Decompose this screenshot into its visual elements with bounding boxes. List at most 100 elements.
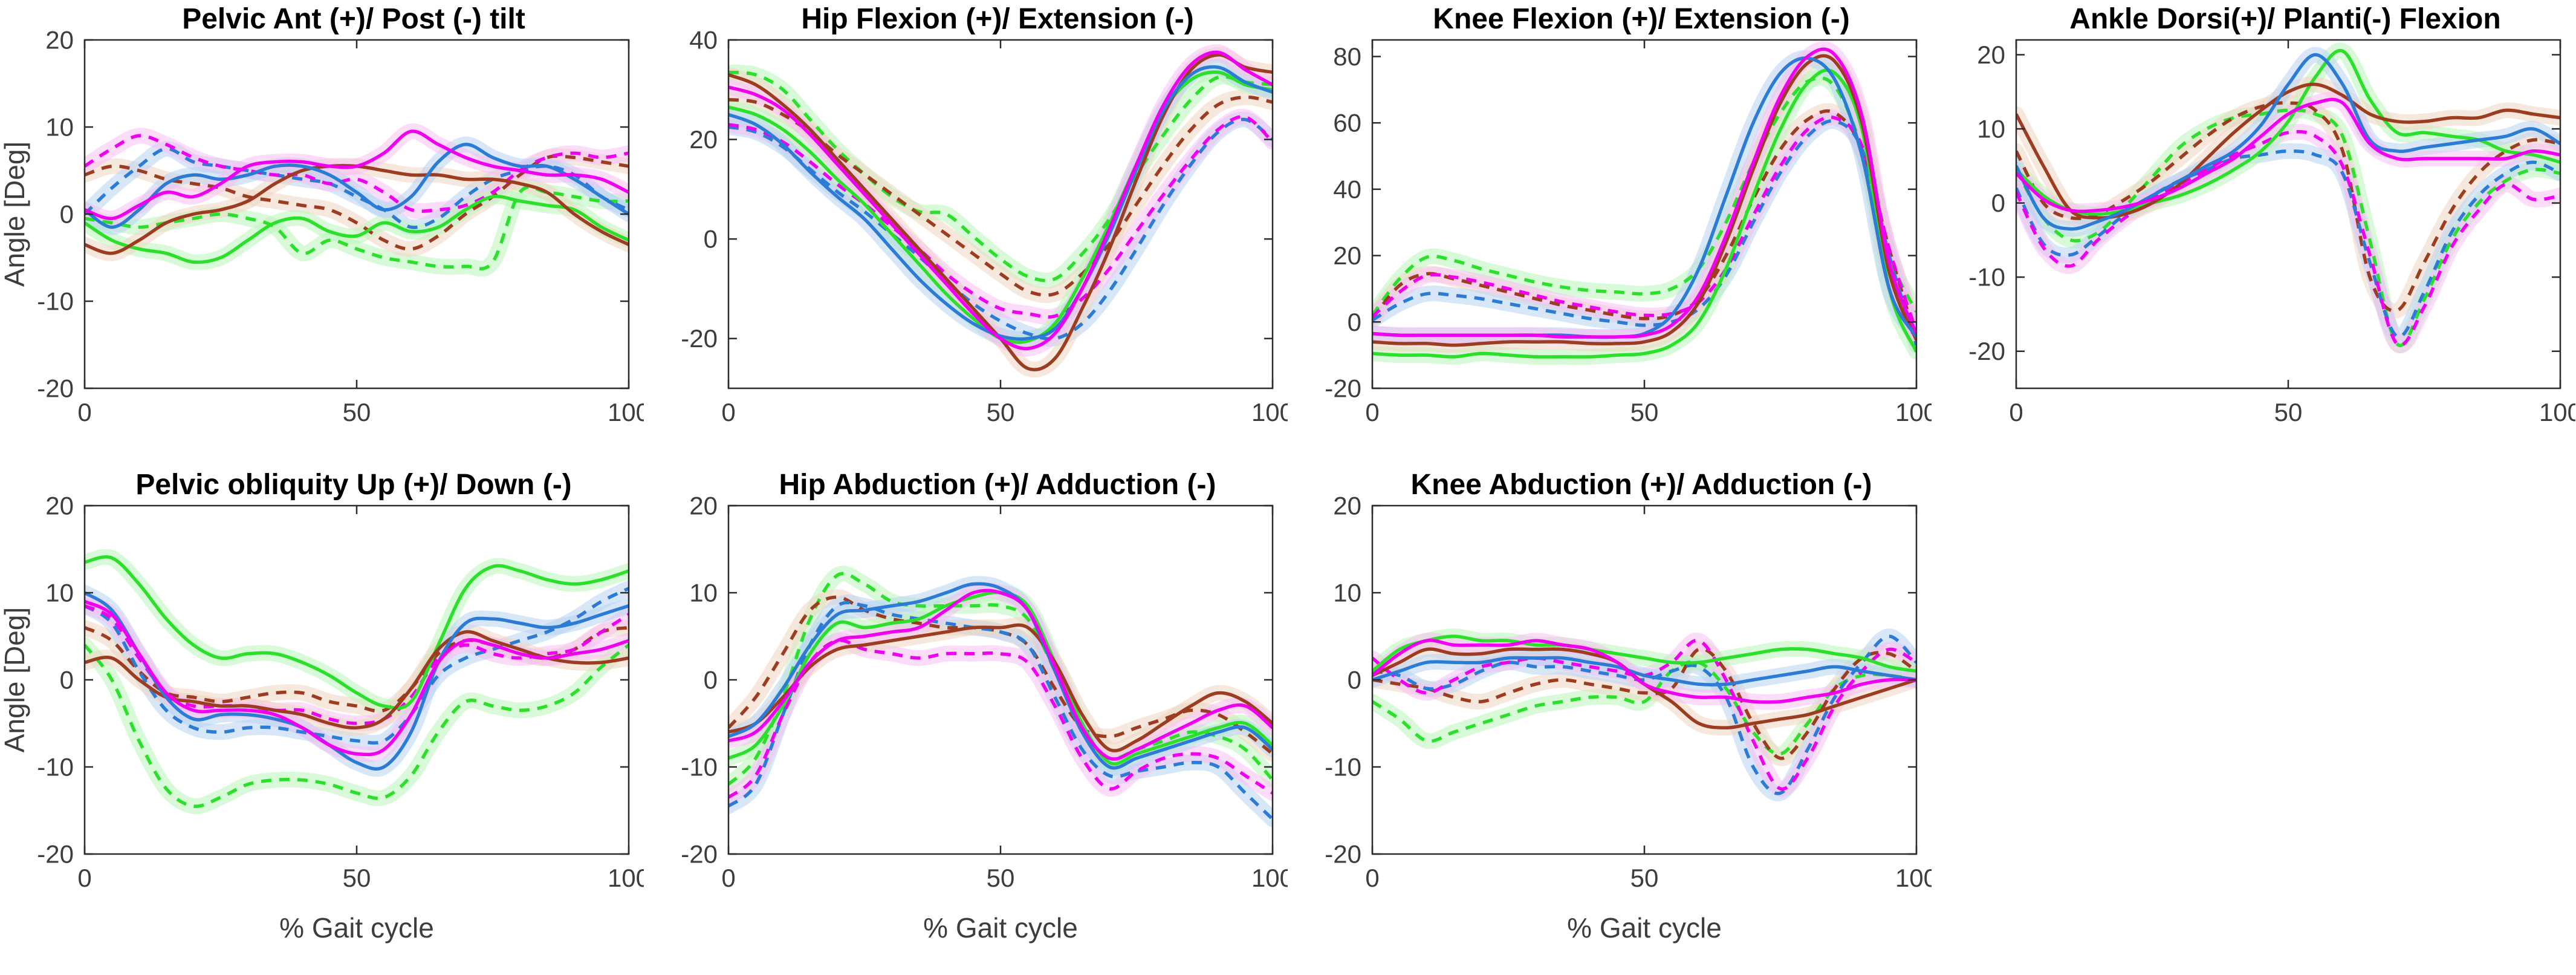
curve-brown-dashed [728,95,1273,297]
y-tick-label: 80 [1333,42,1361,71]
y-tick-label: 20 [1333,241,1361,270]
chart-pelvic-obliquity: Pelvic obliquity Up (+)/ Down (-) 0 50 100… [0,466,644,975]
x-axis-label: % Gait cycle [1567,912,1722,944]
x-tick-label: 0 [1365,864,1379,892]
curve-magenta-dashed [728,115,1273,319]
y-tick-label: 10 [45,579,74,607]
chart-hip-flexion: Hip Flexion (+)/ Extension (-) 0 50 100 -20… [644,0,1288,466]
chart-pelvic-tilt: Pelvic Ant (+)/ Post (-) tilt 0 50 100 -20-… [0,0,644,466]
x-tick-label: 100 [1251,864,1288,892]
plot-area: 0 50 100 -20 -10 0 10 20 % Gait cycle [681,492,1288,944]
plot-area: 0 50 100 -20 -10 0 10 20 [1968,39,2575,426]
x-tick-label: 100 [2539,398,2575,426]
curve-blue-solid [85,143,629,229]
curve-magenta-solid [728,589,1273,761]
curve-brown-solid [728,623,1273,752]
curve-magenta-solid [85,599,629,757]
curve-green-solid [2016,48,2560,216]
x-tick-label: 0 [721,398,735,426]
curve-magenta-solid [1372,639,1916,704]
curve-magenta-solid [2016,97,2560,214]
y-axis-label: Angle [Deg] [0,142,30,287]
x-axis-label: % Gait cycle [923,912,1078,944]
curve-magenta-dashed [728,638,1273,799]
sd-band-brown-dashed [1372,103,1916,348]
chart-title: Ankle Dorsi(+)/ Planti(-) Flexion [2069,3,2501,35]
y-tick-label: 10 [45,113,74,142]
y-tick-label: -10 [1968,263,2005,292]
curve-blue-dashed [2016,149,2560,339]
y-tick-label: -20 [1325,840,1361,869]
curve-green-solid [85,555,629,710]
y-tick-label: -10 [681,753,718,781]
y-tick-label: 20 [689,492,718,520]
chart-title: Hip Flexion (+)/ Extension (-) [801,3,1194,35]
curve-green-dashed [85,644,629,808]
y-tick-label: 20 [45,492,74,520]
x-tick-label: 0 [1365,398,1379,426]
y-tick-label: 0 [1348,666,1361,694]
y-tick-label: -10 [37,753,74,781]
y-tick-label: 0 [60,200,74,229]
y-tick-label: 0 [704,666,718,694]
curve-green-dashed [728,70,1273,282]
plot-area: 0 50 100 -20 -10 0 10 20 % Gait cycle [1325,492,1932,944]
y-tick-label: 60 [1333,109,1361,137]
y-tick-label: 0 [60,666,74,694]
x-tick-label: 100 [608,398,644,426]
y-tick-label: 40 [689,26,718,54]
curve-brown-dashed [1372,109,1916,341]
y-tick-label: 10 [1333,579,1361,607]
y-tick-label: -10 [37,287,74,316]
curve-blue-dashed [85,587,629,745]
y-tick-label: 20 [689,125,718,154]
curve-blue-solid [728,582,1273,770]
y-tick-label: -20 [37,374,74,403]
curve-green-dashed [728,572,1273,786]
bottom-row: Pelvic obliquity Up (+)/ Down (-) 0 50 100… [0,466,2576,975]
curve-green-solid [85,194,629,264]
x-tick-label: 100 [1251,398,1288,426]
curve-green-solid [1372,634,1916,673]
x-tick-label: 100 [608,864,644,892]
chart-title: Knee Abduction (+)/ Adduction (-) [1410,469,1872,501]
chart-hip-abduction: Hip Abduction (+)/ Adduction (-) 0 50 100-… [644,466,1288,975]
chart-title: Hip Abduction (+)/ Adduction (-) [779,469,1216,501]
y-tick-label: -20 [37,840,74,869]
x-tick-label: 50 [987,398,1015,426]
x-tick-label: 100 [1895,398,1932,426]
x-tick-label: 50 [1630,398,1659,426]
y-tick-label: -10 [1325,753,1361,781]
axes-box [83,504,630,855]
curve-blue-solid [1372,656,1916,686]
plot-area: 0 50 100 -20 0 20 40 [681,26,1288,427]
curve-magenta-solid [85,129,629,220]
curve-blue-dashed [728,117,1273,341]
x-tick-label: 50 [2274,398,2303,426]
plot-area: 0 50 100 -20 -10 0 10 20 Angle [Deg] % Gait cycle [0,492,644,944]
chart-title: Pelvic Ant (+)/ Post (-) tilt [182,3,525,35]
curve-magenta-solid [728,50,1273,351]
y-tick-label: -20 [1968,337,2005,365]
x-tick-label: 100 [1895,864,1932,892]
curve-brown-solid [2016,82,2560,220]
y-tick-label: 20 [1333,492,1361,520]
curve-green-dashed [1372,76,1916,316]
y-tick-label: 10 [689,579,718,607]
curve-green-solid [1372,68,1916,359]
y-tick-label: 20 [45,26,74,54]
chart-title: Knee Flexion (+)/ Extension (-) [1433,3,1850,35]
y-tick-label: -20 [1325,374,1361,403]
x-tick-label: 0 [77,398,91,426]
axes-box [727,504,1274,855]
y-tick-label: 0 [1991,189,2005,217]
y-tick-label: 40 [1333,175,1361,203]
y-tick-label: 0 [704,225,718,253]
x-tick-label: 50 [343,864,371,892]
y-tick-label: -20 [681,324,718,353]
empty-cell [1932,466,2575,975]
curve-magenta-dashed [85,134,629,213]
curve-magenta-solid [1372,47,1916,339]
